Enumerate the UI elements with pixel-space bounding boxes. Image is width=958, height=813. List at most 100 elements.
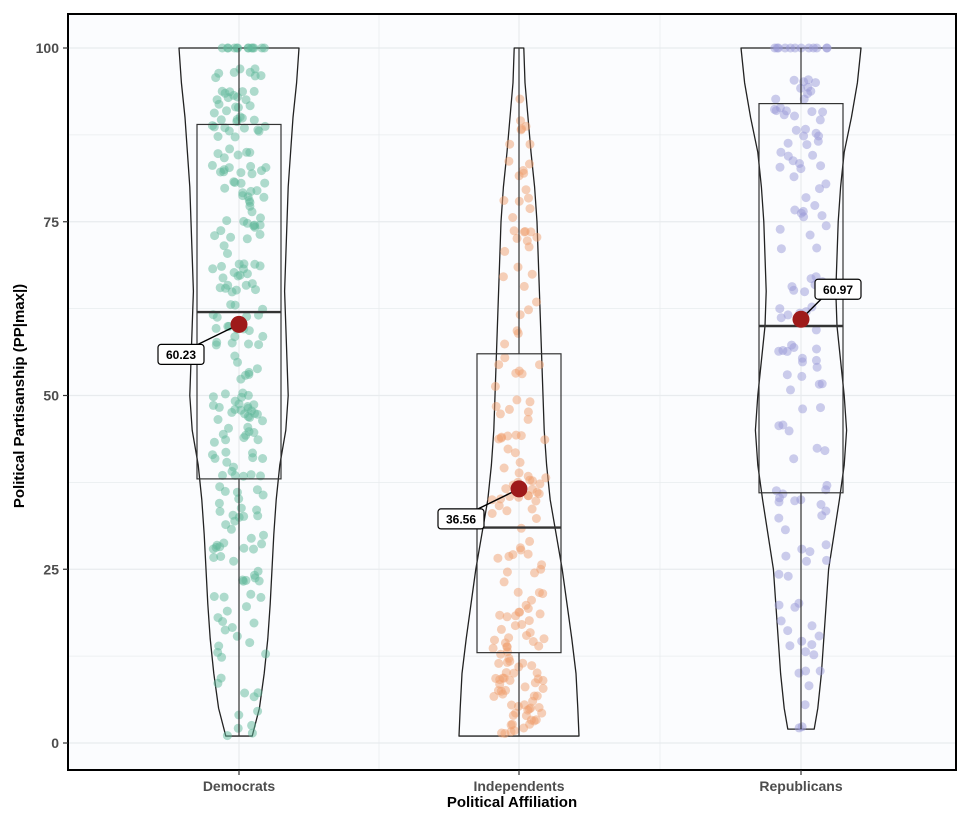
data-point — [538, 589, 548, 599]
data-point — [499, 463, 509, 473]
data-point — [222, 216, 232, 226]
data-point — [801, 124, 810, 134]
data-point — [540, 435, 550, 445]
data-point — [498, 689, 508, 699]
data-point — [490, 635, 499, 645]
y-tick-label: 75 — [43, 214, 59, 230]
data-point — [225, 144, 235, 154]
data-point — [822, 43, 832, 53]
data-point — [217, 652, 227, 662]
data-point — [802, 556, 811, 566]
data-point — [245, 638, 255, 648]
data-point — [817, 511, 827, 521]
data-point — [502, 612, 512, 622]
data-point — [212, 95, 222, 105]
data-point — [771, 94, 781, 104]
data-point — [232, 43, 242, 53]
mean-independents: 36.56 — [437, 480, 528, 530]
data-point — [498, 272, 508, 282]
data-point — [528, 696, 538, 706]
data-point — [246, 470, 256, 480]
data-point — [515, 457, 525, 467]
x-tick-label: Republicans — [759, 778, 842, 794]
data-point — [247, 720, 257, 730]
violin-independents — [458, 47, 580, 737]
data-point — [812, 243, 822, 253]
data-point — [816, 161, 826, 171]
data-point — [256, 592, 266, 602]
data-point — [525, 628, 535, 638]
data-point — [259, 530, 268, 540]
data-point — [210, 231, 220, 241]
x-axis-title: Political Affiliation — [447, 794, 577, 811]
data-point — [521, 121, 531, 131]
y-axis: 0 25 50 75 100 — [36, 40, 68, 751]
data-point — [499, 196, 509, 205]
data-point — [512, 395, 522, 405]
data-point — [537, 560, 547, 570]
data-point — [775, 224, 785, 234]
data-point — [783, 310, 793, 320]
data-point — [256, 471, 265, 481]
plot-border — [67, 13, 957, 771]
data-point — [208, 392, 218, 402]
data-point — [239, 543, 249, 553]
data-point — [242, 147, 252, 157]
data-point — [224, 126, 234, 136]
data-point — [236, 503, 246, 513]
data-point — [530, 678, 540, 688]
data-point — [513, 587, 523, 597]
data-point — [247, 207, 257, 217]
data-point — [508, 710, 518, 720]
data-point — [223, 43, 233, 53]
data-point — [803, 82, 813, 92]
data-point — [797, 722, 807, 732]
data-point — [781, 551, 791, 561]
data-point — [227, 287, 237, 297]
data-point — [496, 624, 506, 634]
data-point — [493, 553, 503, 563]
data-point — [223, 249, 232, 258]
data-point — [502, 567, 512, 577]
data-point — [814, 631, 824, 641]
data-point — [515, 310, 525, 320]
data-point — [523, 471, 533, 481]
data-point — [219, 592, 229, 602]
data-point — [244, 339, 253, 349]
data-point — [524, 616, 534, 626]
data-point — [535, 609, 545, 619]
data-point — [521, 185, 531, 195]
data-point — [784, 426, 794, 436]
data-point — [532, 232, 542, 242]
data-point — [254, 340, 264, 350]
mean-markers: 60.23 36.56 60.97 — [157, 278, 862, 530]
data-point — [258, 454, 268, 463]
data-point — [247, 279, 257, 289]
data-point — [488, 643, 498, 653]
data-point — [500, 246, 510, 256]
data-point — [789, 75, 799, 85]
data-point — [804, 681, 814, 691]
data-point — [249, 544, 258, 554]
data-point — [527, 595, 536, 605]
data-point — [208, 400, 218, 410]
data-point — [525, 204, 535, 214]
data-point — [232, 631, 242, 641]
violin-republicans — [740, 47, 862, 730]
data-point — [513, 262, 523, 272]
data-point — [816, 403, 825, 413]
data-point — [535, 360, 544, 370]
data-point — [209, 553, 219, 562]
data-point — [222, 606, 232, 616]
data-point — [246, 533, 256, 543]
data-point — [535, 479, 545, 489]
data-point — [247, 728, 257, 738]
data-point — [515, 543, 525, 553]
data-point — [216, 552, 226, 561]
data-point — [534, 641, 544, 651]
data-point — [811, 325, 821, 335]
x-axis: Democrats Independents Republicans — [203, 770, 843, 794]
data-point — [776, 616, 786, 626]
violin-democrats — [178, 47, 300, 737]
data-point — [529, 716, 539, 726]
